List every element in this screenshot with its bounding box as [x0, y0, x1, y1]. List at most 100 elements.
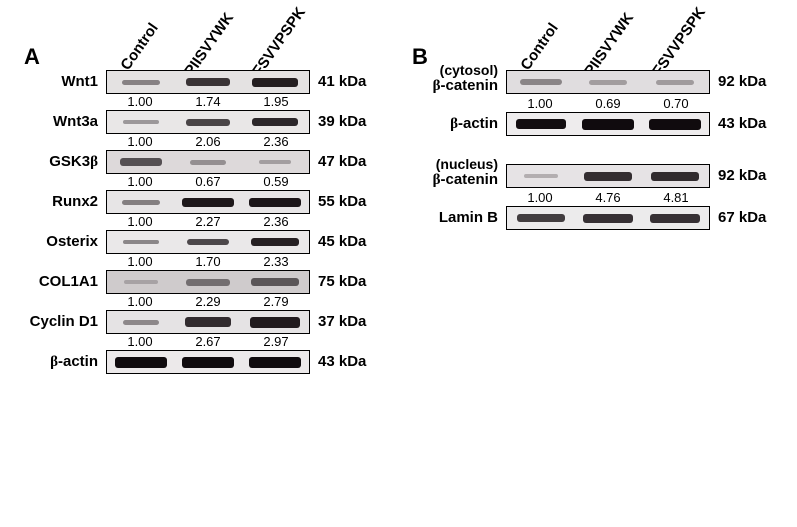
lane — [507, 113, 574, 135]
lane — [574, 113, 641, 135]
lane — [107, 71, 174, 93]
lane — [107, 191, 174, 213]
quant-value: 2.06 — [174, 134, 242, 149]
band — [584, 172, 632, 181]
band — [649, 119, 701, 130]
lane — [107, 351, 174, 373]
lane — [507, 207, 574, 229]
band — [122, 80, 160, 85]
lane — [574, 207, 641, 229]
band — [185, 317, 231, 327]
band — [249, 357, 301, 368]
lane — [107, 231, 174, 253]
band — [187, 239, 229, 245]
blot-box — [106, 150, 310, 174]
band — [520, 79, 562, 85]
lane — [174, 311, 241, 333]
band — [583, 214, 633, 223]
panel-b: BControlPIISVYWKFSVVPSPK(cytosol)β-caten… — [412, 8, 766, 234]
quant-value: 1.00 — [106, 174, 174, 189]
blot-box — [106, 70, 310, 94]
blot-box — [106, 230, 310, 254]
band — [120, 158, 162, 166]
band — [259, 160, 291, 164]
band — [252, 118, 298, 126]
lane — [507, 71, 574, 93]
row-label: β-actin — [412, 112, 506, 136]
band — [252, 78, 298, 87]
blot-box — [106, 270, 310, 294]
lane — [242, 311, 309, 333]
row-label: COL1A1 — [24, 270, 106, 294]
molecular-weight: 39 kDa — [318, 110, 366, 134]
quant-value: 1.00 — [106, 134, 174, 149]
lane — [174, 351, 241, 373]
molecular-weight: 47 kDa — [318, 150, 366, 174]
band — [524, 174, 558, 178]
band — [589, 80, 627, 85]
band — [651, 172, 699, 181]
band — [251, 238, 299, 246]
molecular-weight: 43 kDa — [318, 350, 366, 374]
lane — [107, 311, 174, 333]
molecular-weight: 55 kDa — [318, 190, 366, 214]
band — [650, 214, 700, 223]
panel-letter: A — [24, 44, 52, 70]
lane — [242, 111, 309, 133]
quant-value: 1.00 — [106, 214, 174, 229]
quant-value: 2.79 — [242, 294, 310, 309]
blot-box — [106, 350, 310, 374]
quant-value: 1.00 — [106, 294, 174, 309]
lane — [507, 165, 574, 187]
band — [182, 198, 234, 207]
lane — [574, 71, 641, 93]
quant-value: 4.81 — [642, 190, 710, 205]
quant-value: 2.36 — [242, 134, 310, 149]
quant-value: 1.00 — [506, 96, 574, 111]
band — [122, 200, 160, 205]
band — [123, 320, 159, 325]
quant-value: 2.36 — [242, 214, 310, 229]
lane — [642, 207, 709, 229]
band — [190, 160, 226, 165]
quant-value: 0.59 — [242, 174, 310, 189]
panel-a: AControlPIISVYWKFSVVPSPKWnt141 kDa1.001.… — [24, 8, 366, 378]
quant-value: 1.74 — [174, 94, 242, 109]
quant-value: 0.67 — [174, 174, 242, 189]
molecular-weight: 43 kDa — [718, 112, 766, 136]
lane — [107, 151, 174, 173]
blot-box — [106, 190, 310, 214]
quant-value: 1.00 — [106, 254, 174, 269]
band — [186, 78, 230, 86]
lane — [574, 165, 641, 187]
row-label: β-actin — [24, 350, 106, 374]
quant-value: 1.00 — [106, 334, 174, 349]
row-label: Lamin B — [412, 206, 506, 230]
quant-value: 2.33 — [242, 254, 310, 269]
row-label: GSK3β — [24, 150, 106, 174]
molecular-weight: 92 kDa — [718, 164, 766, 188]
band — [186, 279, 230, 286]
lane — [642, 165, 709, 187]
quant-value: 2.67 — [174, 334, 242, 349]
molecular-weight: 75 kDa — [318, 270, 366, 294]
quant-value: 4.76 — [574, 190, 642, 205]
lane — [174, 191, 241, 213]
lane — [242, 351, 309, 373]
lane — [174, 111, 241, 133]
band — [250, 317, 300, 328]
blot-box — [506, 206, 710, 230]
band — [517, 214, 565, 222]
row-label: (cytosol)β-catenin — [412, 62, 506, 96]
lane — [107, 111, 174, 133]
blot-box — [506, 164, 710, 188]
band — [124, 280, 158, 284]
lane — [242, 191, 309, 213]
quant-value: 1.70 — [174, 254, 242, 269]
molecular-weight: 67 kDa — [718, 206, 766, 230]
lane — [242, 151, 309, 173]
row-label: (nucleus)β-catenin — [412, 156, 506, 190]
row-label: Wnt3a — [24, 110, 106, 134]
lane — [242, 71, 309, 93]
quant-value: 2.29 — [174, 294, 242, 309]
